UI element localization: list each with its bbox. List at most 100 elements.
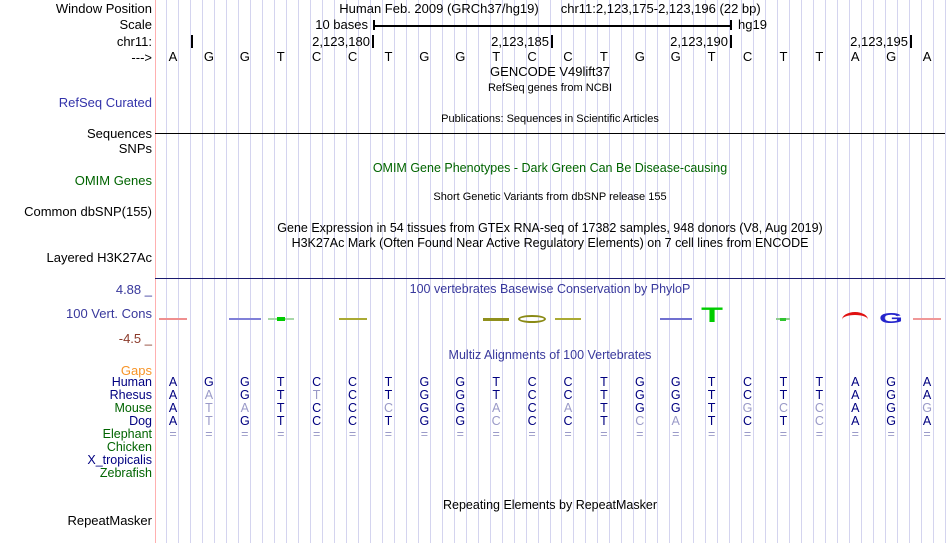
alignment-cell: T	[312, 388, 321, 402]
gridline	[310, 0, 312, 543]
alignment-cell: A	[168, 401, 178, 415]
alignment-cell: C	[348, 414, 358, 428]
scale-bar-right-tick	[730, 20, 732, 30]
gridline	[453, 0, 455, 543]
alignment-cell: =	[815, 427, 824, 441]
track-left-edge-line	[154, 0, 156, 543]
alignment-cell: A	[922, 375, 932, 389]
browser-position-header: Human Feb. 2009 (GRCh37/hg19) chr11:2,12…	[155, 1, 945, 16]
alignment-cell: T	[707, 401, 716, 415]
alignment-cell: C	[312, 414, 322, 428]
gridline	[621, 0, 623, 543]
alignment-cell: G	[419, 388, 430, 402]
gridline	[669, 0, 671, 543]
gridline	[848, 0, 850, 543]
alignment-cell: T	[276, 414, 285, 428]
gridline	[729, 0, 731, 543]
base-letter: C	[527, 49, 537, 64]
gridline	[357, 0, 359, 543]
cons-axis-max-label: 4.88 _	[115, 282, 152, 297]
alignment-cell: G	[634, 401, 645, 415]
gridline	[286, 0, 288, 543]
alignment-cell: =	[169, 427, 177, 441]
multiz-track-title: Multiz Alignments of 100 Vertebrates	[448, 348, 652, 362]
species-label-elephant[interactable]: Elephant	[102, 427, 152, 441]
track-label-snps[interactable]: SNPs	[118, 141, 152, 156]
base-letter: C	[347, 49, 358, 64]
track-label-refseq-curated[interactable]: RefSeq Curated	[58, 95, 152, 110]
gridline	[752, 0, 754, 543]
alignment-cell: C	[348, 401, 358, 415]
alignment-cell: C	[527, 375, 537, 389]
gridline	[645, 0, 647, 543]
gridline	[860, 0, 862, 543]
species-label-human[interactable]: Human	[111, 375, 152, 389]
gridline	[741, 0, 742, 543]
alignment-cell: =	[851, 427, 859, 441]
cons-mark-letter: T	[700, 304, 723, 327]
species-label-chicken[interactable]: Chicken	[106, 440, 152, 454]
alignment-cell: =	[528, 427, 536, 441]
alignment-cell: A	[851, 388, 860, 402]
alignment-cell: G	[886, 388, 897, 402]
species-label-zebrafish[interactable]: Zebrafish	[99, 466, 152, 480]
track-label-gaps[interactable]: Gaps	[120, 363, 152, 378]
alignment-cell: G	[419, 414, 430, 428]
h3k27ac-track-title: H3K27Ac Mark (Often Found Near Active Re…	[291, 236, 809, 250]
base-letter: G	[419, 49, 430, 64]
cons-mark-dash	[228, 318, 261, 320]
track-label-omim-genes[interactable]: OMIM Genes	[74, 173, 152, 188]
base-letter: G	[203, 49, 214, 64]
ruler-tick-label: 2,123,195	[850, 34, 908, 49]
alignment-cell: =	[277, 427, 285, 441]
gridline	[908, 0, 910, 543]
gridline	[717, 0, 719, 543]
gridline	[417, 0, 419, 543]
alignment-cell: C	[563, 388, 573, 402]
base-letter: G	[634, 49, 645, 64]
cons-mark-dash	[913, 318, 942, 320]
alignment-cell: T	[707, 375, 716, 389]
alignment-cell: T	[384, 375, 393, 389]
gridline	[405, 0, 407, 543]
alignment-cell: C	[743, 414, 753, 428]
alignment-cell: T	[384, 414, 393, 428]
gridline	[920, 0, 922, 543]
species-label-rhesus[interactable]: Rhesus	[109, 388, 152, 402]
gridline	[800, 0, 802, 543]
gridline	[657, 0, 659, 543]
omim-track-title: OMIM Gene Phenotypes - Dark Green Can Be…	[372, 161, 728, 175]
alignment-cell: A	[922, 414, 932, 428]
gridline	[705, 0, 707, 543]
alignment-cell: A	[851, 401, 860, 415]
ruler-tick-label: 2,123,190	[670, 34, 728, 49]
alignment-cell: G	[239, 414, 250, 428]
gridline	[501, 0, 503, 543]
species-label-dog[interactable]: Dog	[129, 414, 152, 428]
sequences-track-line	[155, 133, 945, 134]
track-label-layered-h3k27ac[interactable]: Layered H3K27Ac	[46, 250, 152, 265]
alignment-cell: G	[239, 388, 250, 402]
gridline	[836, 0, 838, 543]
cons-mark-arc	[842, 312, 869, 321]
publications-track-title: Publications: Sequences in Scientific Ar…	[441, 113, 659, 125]
alignment-cell: T	[492, 388, 500, 402]
alignment-cell: A	[168, 414, 178, 428]
track-label-repeatmasker[interactable]: RepeatMasker	[67, 513, 152, 528]
gridline	[693, 0, 695, 543]
species-label-x_tropicalis[interactable]: X_tropicalis	[87, 453, 152, 467]
gtex-track-title: Gene Expression in 54 tissues from GTEx …	[277, 221, 823, 235]
ruler-tick	[910, 35, 912, 48]
species-label-mouse[interactable]: Mouse	[114, 401, 152, 415]
cons-mark-dash	[338, 318, 367, 320]
gridline	[262, 0, 264, 543]
alignment-cell: G	[670, 388, 681, 402]
gridline	[381, 0, 383, 543]
track-label-common-dbsnp[interactable]: Common dbSNP(155)	[24, 204, 152, 219]
track-label-100-vert-cons[interactable]: 100 Vert. Cons	[66, 306, 152, 321]
track-label-sequences[interactable]: Sequences	[86, 126, 152, 141]
gridline	[561, 0, 563, 543]
alignment-cell: G	[455, 375, 466, 389]
strand-arrow-label[interactable]: --->	[131, 50, 152, 65]
gridline	[537, 0, 539, 543]
